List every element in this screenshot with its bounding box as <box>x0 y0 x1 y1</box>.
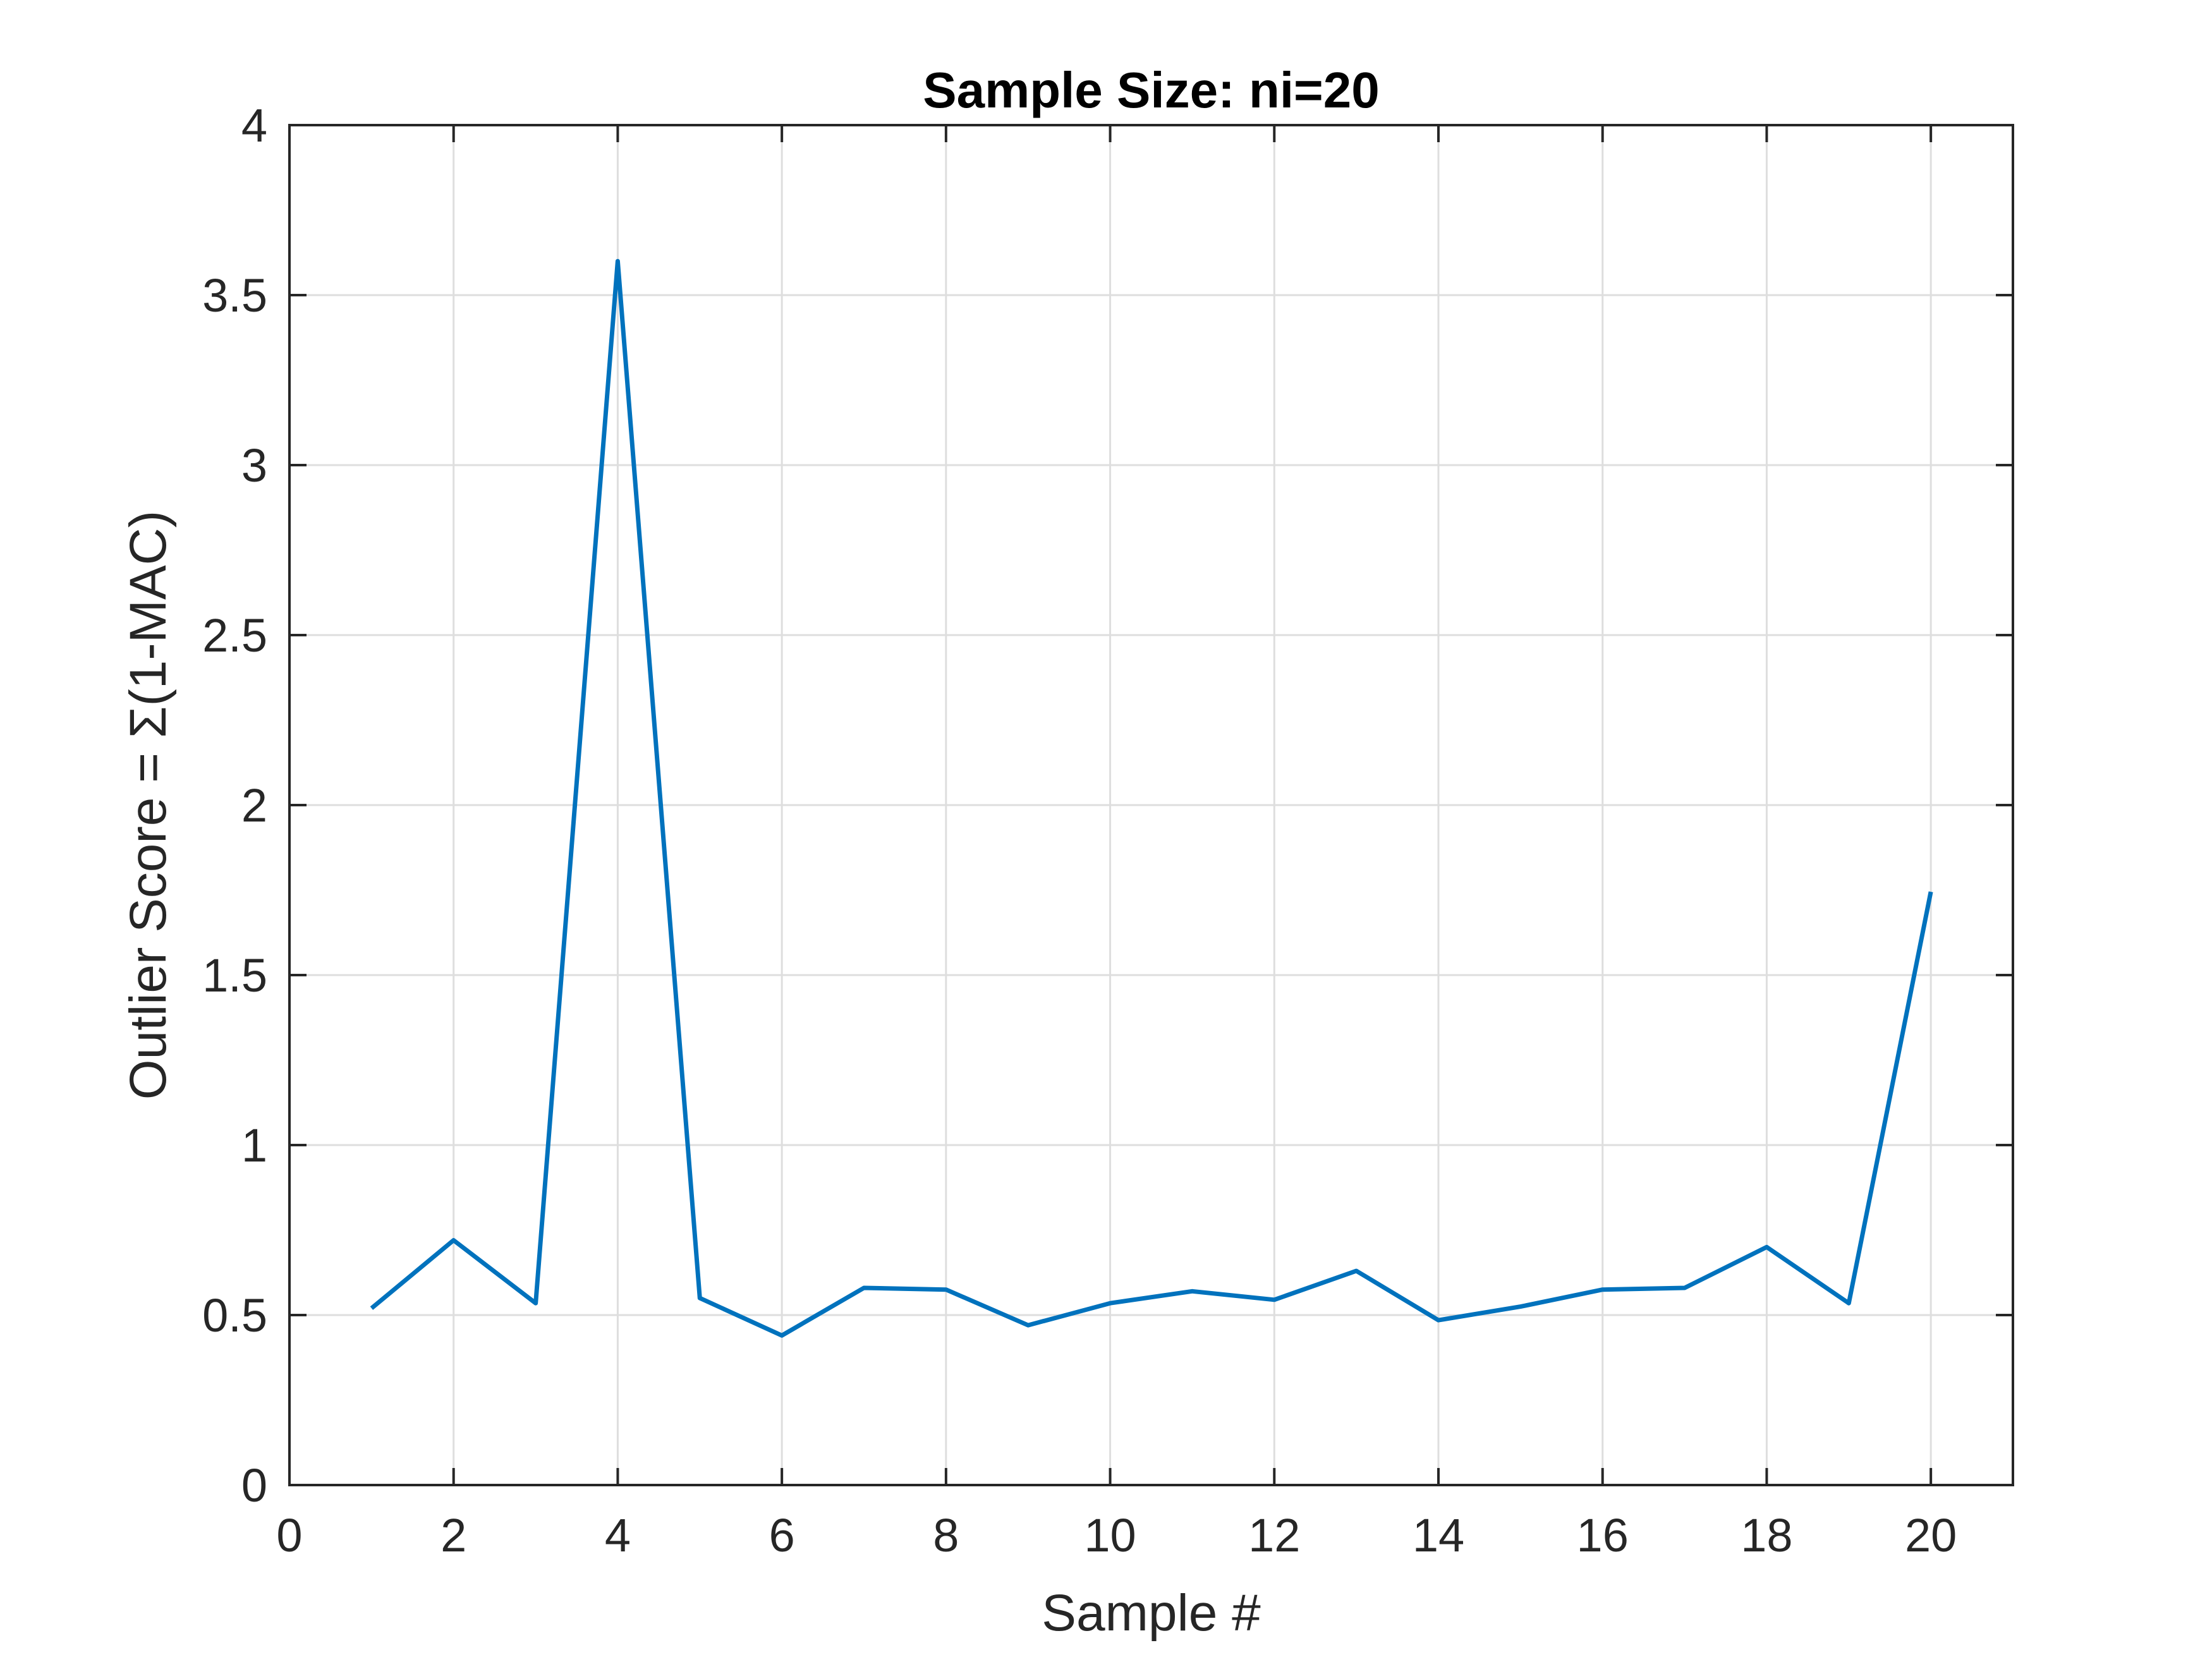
x-tick-label: 10 <box>1084 1509 1136 1562</box>
x-tick-label: 0 <box>276 1509 302 1562</box>
x-tick-label: 14 <box>1413 1509 1464 1562</box>
y-tick-label: 3 <box>241 439 267 492</box>
x-axis-label: Sample # <box>1042 1584 1261 1642</box>
series-layer <box>370 258 1933 1338</box>
x-tick-label: 8 <box>933 1509 959 1562</box>
y-axis-label: Outlier Score = Σ(1-MAC) <box>119 511 177 1100</box>
x-tick-label: 18 <box>1741 1509 1792 1562</box>
y-tick-label: 2.5 <box>202 609 267 662</box>
y-tick-label: 1.5 <box>202 949 267 1002</box>
x-tick-label: 2 <box>441 1509 466 1562</box>
x-tick-labels: 0 2 4 6 8 10 12 14 16 18 20 <box>276 1509 1957 1562</box>
x-tick-label: 12 <box>1248 1509 1300 1562</box>
y-tick-label: 4 <box>241 99 267 152</box>
y-tick-label: 0.5 <box>202 1289 267 1342</box>
y-tick-label: 1 <box>241 1119 267 1172</box>
x-tick-label: 16 <box>1577 1509 1629 1562</box>
tick-marks <box>288 124 2013 1486</box>
y-tick-label: 0 <box>241 1459 267 1512</box>
x-tick-label: 20 <box>1905 1509 1957 1562</box>
y-tick-label: 3.5 <box>202 269 267 322</box>
y-tick-labels: 0 0.5 1 1.5 2 2.5 3 3.5 4 <box>202 99 267 1512</box>
series-line <box>370 258 1933 1338</box>
y-tick-label: 2 <box>241 779 267 832</box>
x-tick-label: 6 <box>769 1509 795 1562</box>
chart-title: Sample Size: ni=20 <box>923 62 1380 118</box>
x-tick-label: 4 <box>605 1509 631 1562</box>
